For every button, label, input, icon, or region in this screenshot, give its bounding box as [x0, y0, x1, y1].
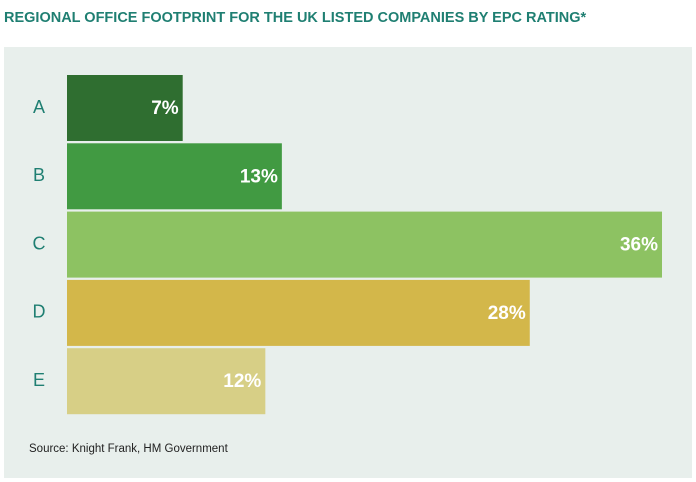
category-label: B	[33, 165, 45, 185]
value-label: 12%	[223, 371, 261, 392]
bar	[67, 348, 266, 415]
value-label: 36%	[620, 235, 658, 256]
bar	[67, 279, 530, 346]
bar	[67, 143, 282, 210]
chart-title: REGIONAL OFFICE FOOTPRINT FOR THE UK LIS…	[4, 10, 587, 26]
source-note: Source: Knight Frank, HM Government	[29, 443, 229, 455]
value-label: 7%	[151, 98, 179, 119]
bar	[67, 75, 183, 141]
bar	[67, 211, 662, 278]
category-label: A	[33, 97, 45, 117]
value-label: 28%	[488, 303, 526, 324]
value-label: 13%	[240, 166, 278, 187]
category-label: D	[33, 302, 46, 322]
category-label: C	[33, 233, 46, 253]
category-label: E	[33, 370, 45, 390]
